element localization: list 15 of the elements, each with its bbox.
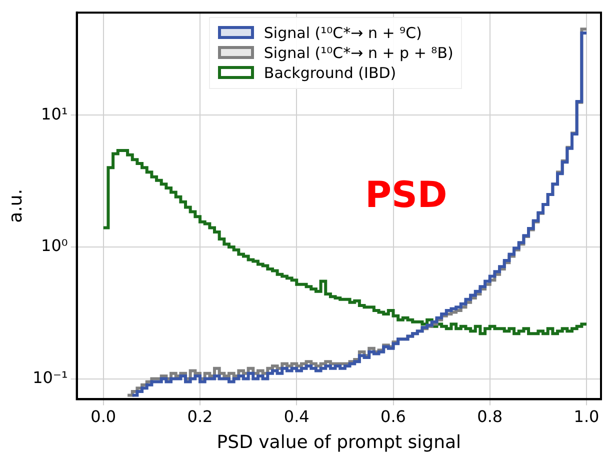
y-tick-label: 10¹ xyxy=(41,104,68,124)
y-tick-label: 10⁻¹ xyxy=(32,368,68,387)
x-axis-title: PSD value of prompt signal xyxy=(216,432,462,453)
legend-label: Signal (¹⁰C*→ n + p + ⁸B) xyxy=(264,44,454,62)
x-tick-label: 0.4 xyxy=(284,406,310,426)
x-tick-label: 0.2 xyxy=(187,406,213,426)
y-axis-title: a.u. xyxy=(5,188,26,223)
x-tick-label: 0.6 xyxy=(380,406,406,426)
x-tick-label: 0.8 xyxy=(477,406,503,426)
legend-label: Background (IBD) xyxy=(264,64,396,82)
x-tick-label: 1.0 xyxy=(574,406,600,426)
annotation: PSD xyxy=(365,174,448,216)
legend-label: Signal (¹⁰C*→ n + ⁹C) xyxy=(264,24,422,42)
x-tick-label: 0.0 xyxy=(90,406,116,426)
y-tick-label: 10⁰ xyxy=(41,236,68,256)
